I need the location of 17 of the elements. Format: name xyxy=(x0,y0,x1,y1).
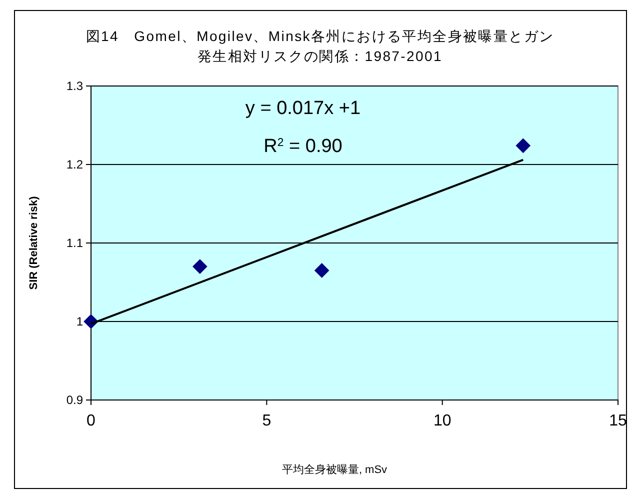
x-tick-label: 15 xyxy=(609,412,627,430)
annotation: R$^{2}$ = 0.90 xyxy=(264,136,342,157)
y-tick-label: 1 xyxy=(76,314,84,328)
y-axis-title: SIR (Relative risk) xyxy=(28,196,40,290)
y-tick-label: 1.2 xyxy=(66,157,84,172)
y-tick-label: 1.1 xyxy=(66,236,84,250)
chart-title: 図14 Gomel、Mogilev、Minsk各州における平均全身被曝量とガン発生相対リスクの関係：1987-2001 xyxy=(86,28,554,64)
x-axis-title: 平均全身被曝量, mSv xyxy=(282,463,388,476)
y-tick-label: 1.3 xyxy=(66,78,84,93)
x-tick-label: 5 xyxy=(262,412,272,430)
annotation: y = 0.017x +1 xyxy=(245,98,361,119)
x-tick-label: 0 xyxy=(86,412,96,430)
point xyxy=(516,138,531,154)
x-tick-label: 10 xyxy=(433,412,452,430)
point xyxy=(192,259,208,274)
y-tick-label: 0.9 xyxy=(66,392,84,407)
point xyxy=(314,263,330,278)
